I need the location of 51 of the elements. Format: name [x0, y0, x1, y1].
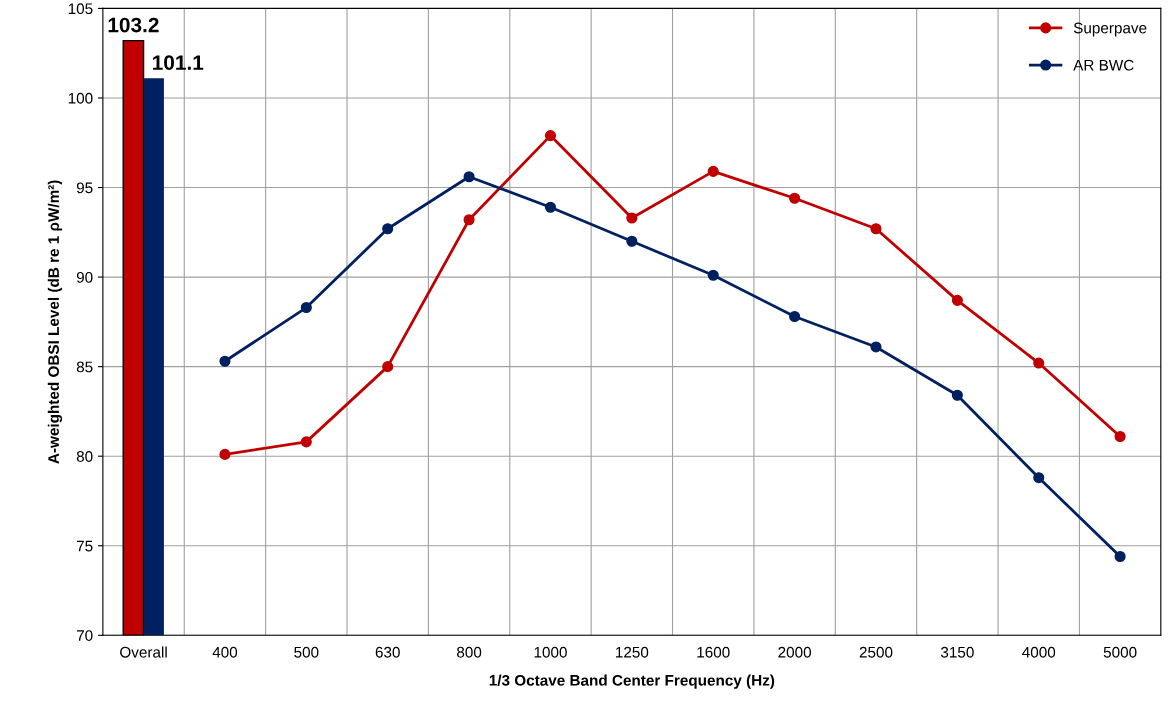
data-label: 103.2: [108, 17, 159, 33]
x-tick-label: 5000: [1103, 646, 1137, 658]
point: [1033, 357, 1045, 369]
point: [626, 212, 638, 224]
y-axis-title: A-weighted OBSI Level (dB re 1 ρW/m²): [47, 180, 63, 464]
y-tick-label: 100: [68, 92, 93, 104]
x-tick-label: 2500: [859, 646, 893, 658]
legend-label: AR BWC: [1073, 59, 1134, 71]
point: [951, 294, 963, 306]
point: [382, 223, 394, 235]
point: [1033, 472, 1045, 484]
point: [1114, 430, 1126, 443]
point: [544, 201, 557, 213]
point: [219, 448, 231, 460]
x-tick-label: 800: [457, 646, 482, 658]
point: [382, 361, 394, 373]
point: [707, 165, 719, 177]
y-tick-label: 75: [76, 540, 93, 552]
point: [544, 130, 557, 142]
point: [463, 214, 475, 226]
x-axis-title: 1/3 Octave Band Center Frequency (Hz): [489, 674, 775, 689]
x-tick-label: 1600: [697, 646, 730, 658]
y-tick-label: 95: [76, 182, 93, 194]
point: [789, 192, 801, 204]
x-tick-label: 500: [294, 646, 319, 658]
point: [1114, 550, 1126, 563]
x-tick-label: 1000: [534, 646, 567, 658]
y-tick-label: 105: [68, 3, 93, 15]
point: [951, 389, 963, 401]
y-tick-label: 70: [76, 630, 93, 641]
x-tick-label: 2000: [778, 646, 811, 658]
point: [789, 310, 801, 323]
x-tick-label: 3150: [940, 646, 974, 658]
point: [870, 223, 882, 235]
y-tick-label: 90: [76, 271, 93, 283]
point: [219, 355, 231, 367]
point: [707, 269, 719, 281]
point: [300, 301, 312, 314]
legend-label: Superpave: [1073, 22, 1147, 37]
y-tick-label: 85: [76, 361, 93, 373]
data-label: 101.1: [153, 55, 204, 70]
x-tick-label: 4000: [1022, 646, 1056, 658]
point: [870, 341, 882, 353]
y-tick-label: 80: [76, 451, 93, 462]
x-tick-label: 630: [375, 646, 400, 658]
x-tick-label: 400: [212, 646, 238, 658]
x-tick-label: Overall: [120, 646, 167, 658]
point: [300, 436, 312, 448]
point: [626, 235, 638, 247]
point: [463, 171, 475, 183]
x-tick-label: 1250: [616, 646, 649, 658]
